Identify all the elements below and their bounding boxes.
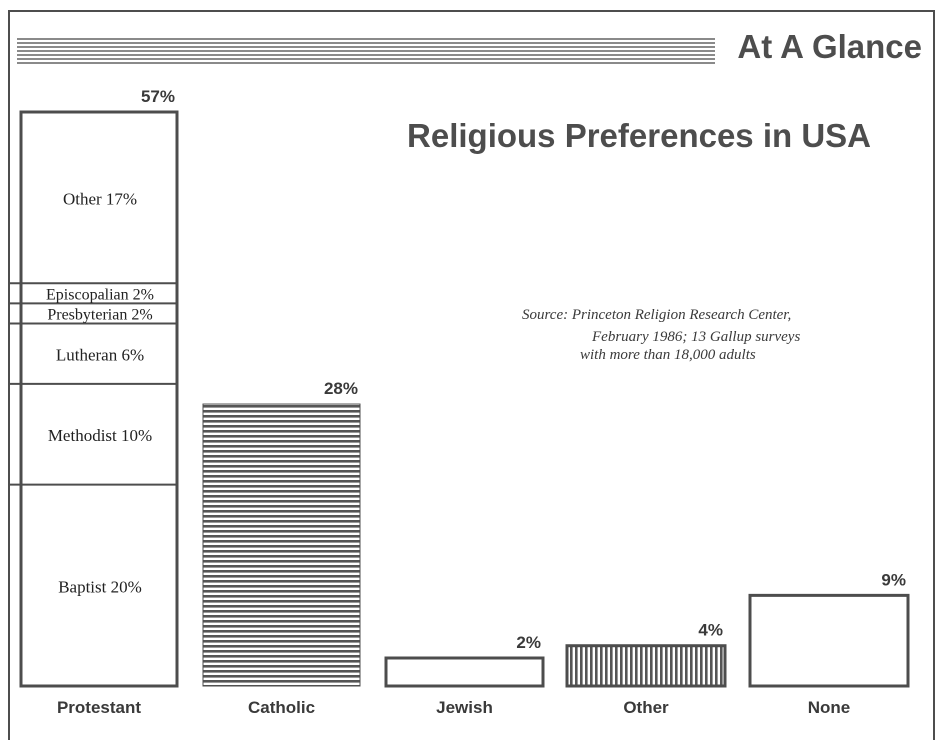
segment-label-episcopalian: Episcopalian 2% — [46, 286, 154, 303]
value-label-jewish: 2% — [516, 633, 541, 652]
value-label-catholic: 28% — [324, 379, 358, 398]
segment-label-presbyterian: Presbyterian 2% — [47, 306, 152, 323]
segment-label-lutheran: Lutheran 6% — [56, 346, 144, 365]
chart-title: Religious Preferences in USA — [407, 117, 871, 154]
banner-stripe — [17, 46, 715, 48]
value-label-protestant: 57% — [141, 87, 175, 106]
banner-stripes — [17, 38, 715, 64]
banner-stripe — [17, 54, 715, 56]
segment-label-other: Other 17% — [63, 190, 137, 209]
banner-stripe — [17, 42, 715, 44]
bar-none — [748, 593, 910, 688]
banner-stripe — [17, 38, 715, 40]
bars-group — [10, 110, 910, 688]
segment-label-methodist: Methodist 10% — [48, 426, 152, 445]
labels-group: 57% Protestant 28% Catholic 2% Jewish 4% Other 9… — [46, 87, 906, 717]
source-line-1: Source: Princeton Religion Research Cent… — [522, 307, 791, 323]
category-label-other: Other — [623, 698, 669, 717]
category-label-jewish: Jewish — [436, 698, 493, 717]
category-label-protestant: Protestant — [57, 698, 141, 717]
outer-border — [8, 10, 935, 740]
value-label-other: 4% — [698, 621, 723, 640]
value-label-none: 9% — [881, 570, 906, 589]
category-label-catholic: Catholic — [248, 698, 315, 717]
bar-other — [565, 644, 727, 688]
bar-protestant — [19, 110, 179, 688]
segment-label-baptist: Baptist 20% — [58, 577, 142, 596]
source-line-2: February 1986; 13 Gallup surveys — [591, 329, 800, 345]
banner-stripe — [17, 62, 715, 64]
bar-catholic — [202, 403, 361, 687]
source-line-3: with more than 18,000 adults — [580, 347, 756, 363]
banner-stripe — [17, 50, 715, 52]
banner-stripe — [17, 58, 715, 60]
category-label-none: None — [808, 698, 851, 717]
bar-jewish — [384, 656, 545, 688]
banner-title: At A Glance — [737, 28, 922, 65]
